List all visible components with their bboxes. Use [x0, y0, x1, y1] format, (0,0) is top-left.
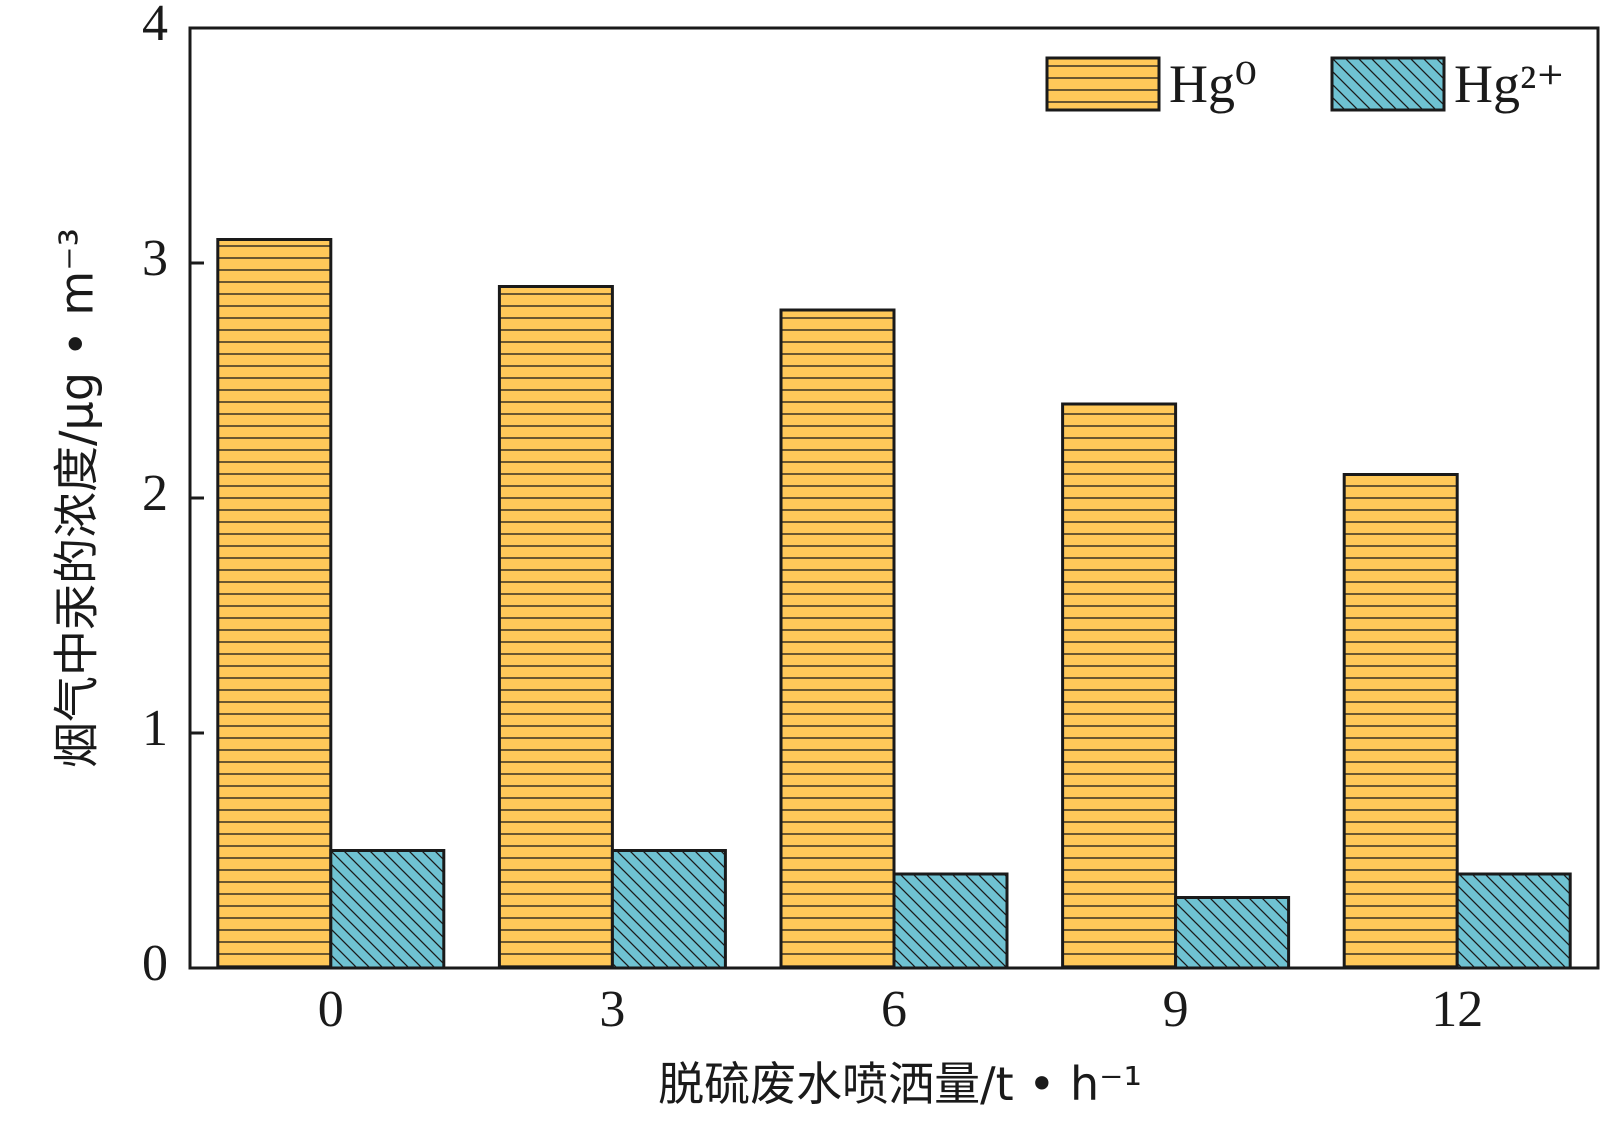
bar-series0-cat0 [216, 238, 333, 970]
y-tick-label-0: 0 [142, 935, 168, 992]
legend-swatch-0 [1045, 56, 1161, 112]
bar-series0-cat1 [497, 285, 614, 970]
bar-series1-cat2 [892, 872, 1009, 970]
x-tick-label-4: 12 [1431, 981, 1483, 1038]
y-tick-label-1: 1 [142, 700, 168, 757]
y-axis-title: 烟气中汞的浓度/μg • m⁻³ [50, 228, 104, 768]
x-tick-label-1: 3 [599, 981, 625, 1038]
legend: Hg⁰ Hg²⁺ [1045, 54, 1565, 114]
y-tick-label-4: 4 [142, 0, 168, 52]
x-tick-label-2: 6 [881, 981, 907, 1038]
x-axis-title: 脱硫废水喷洒量/t • h⁻¹ [658, 1057, 1142, 1111]
legend-swatch-1 [1330, 56, 1446, 112]
bar-series0-cat2 [779, 308, 896, 970]
bar-series1-cat1 [610, 849, 727, 970]
legend-label-1: Hg²⁺ [1454, 54, 1565, 114]
bar-series1-cat0 [329, 849, 446, 970]
bar-series1-cat4 [1455, 872, 1572, 970]
y-axis: 0 1 2 3 4 [142, 0, 204, 992]
bars [216, 238, 1572, 970]
x-tick-label-3: 9 [1163, 981, 1189, 1038]
y-tick-label-3: 3 [142, 230, 168, 287]
bar-series0-cat3 [1061, 402, 1178, 970]
bar-series0-cat4 [1342, 473, 1459, 970]
legend-label-0: Hg⁰ [1169, 54, 1257, 114]
bar-series1-cat3 [1174, 896, 1291, 970]
y-tick-label-2: 2 [142, 465, 168, 522]
x-tick-label-0: 0 [318, 981, 344, 1038]
